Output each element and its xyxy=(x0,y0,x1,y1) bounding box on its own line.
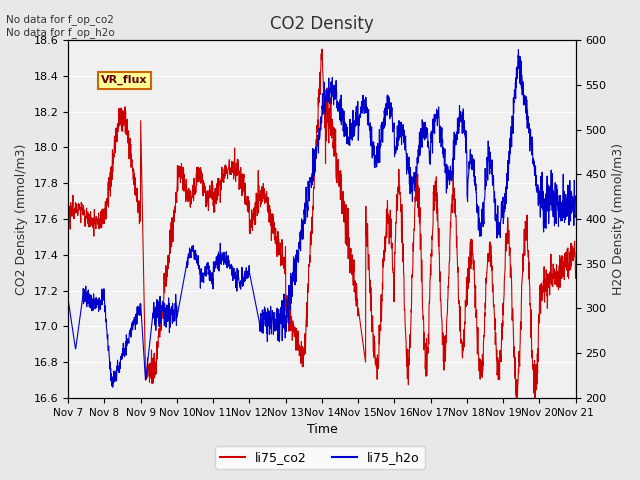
li75_co2 xyxy=(64,214,72,220)
li75_h2o xyxy=(64,297,72,302)
li75_co2 xyxy=(349,262,357,267)
li75_h2o xyxy=(572,197,579,203)
Line: li75_co2: li75_co2 xyxy=(68,49,575,398)
li75_h2o xyxy=(525,120,533,126)
Y-axis label: H2O Density (mmol/m3): H2O Density (mmol/m3) xyxy=(612,143,625,295)
li75_co2 xyxy=(513,395,520,401)
Text: VR_flux: VR_flux xyxy=(101,75,148,85)
li75_co2 xyxy=(296,348,303,354)
li75_h2o xyxy=(572,193,579,199)
li75_co2 xyxy=(572,266,579,272)
Line: li75_h2o: li75_h2o xyxy=(68,49,575,387)
li75_co2 xyxy=(318,46,326,52)
X-axis label: Time: Time xyxy=(307,423,337,436)
li75_h2o xyxy=(109,384,116,390)
li75_h2o xyxy=(296,243,303,249)
Legend: li75_co2, li75_h2o: li75_co2, li75_h2o xyxy=(215,446,425,469)
li75_co2 xyxy=(510,355,518,360)
li75_h2o xyxy=(515,47,522,52)
Text: No data for f_op_co2
No data for f_op_h2o: No data for f_op_co2 No data for f_op_h2… xyxy=(6,14,115,38)
li75_co2 xyxy=(445,260,453,265)
li75_co2 xyxy=(525,276,533,282)
li75_h2o xyxy=(445,168,453,173)
Y-axis label: CO2 Density (mmol/m3): CO2 Density (mmol/m3) xyxy=(15,144,28,295)
li75_h2o xyxy=(510,99,518,105)
li75_h2o xyxy=(349,120,357,125)
Title: CO2 Density: CO2 Density xyxy=(270,15,374,33)
li75_co2 xyxy=(572,276,579,281)
